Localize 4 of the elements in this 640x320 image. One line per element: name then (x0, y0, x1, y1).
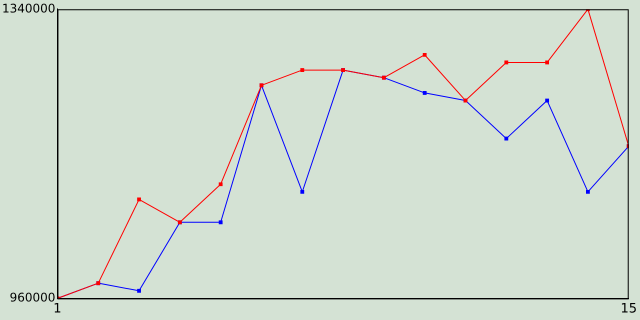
x-tick-label: 15 (620, 302, 637, 317)
x-tick-label: 1 (53, 302, 62, 317)
y-tick-label: 1340000 (2, 1, 56, 16)
y-tick-label: 960000 (10, 290, 56, 305)
